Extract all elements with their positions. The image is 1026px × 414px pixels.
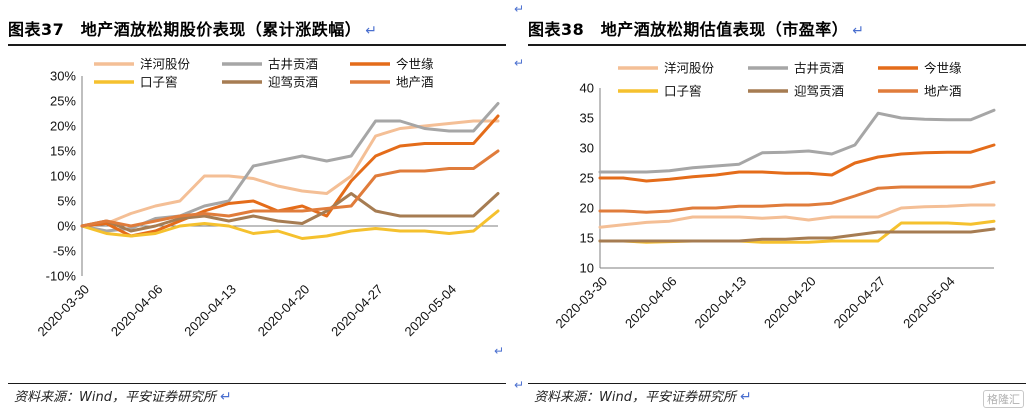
right-series-line-4 [598,227,996,243]
left-series-line-3 [80,209,500,240]
left-legend-label: 口子窖 [140,75,178,90]
return-icon: ↵ [219,389,232,405]
left-figure-panel: 图表37 地产酒放松期股价表现（累计涨跌幅） ↵ -10% -5% 0% 5% 10% 15… [0,0,506,414]
return-icon: ↵ [739,389,752,405]
left-x-tick-label: 2020-04-06 [108,282,166,340]
right-title-bar: 图表38 地产酒放松期估值表现（市盈率） ↵ [528,14,1026,46]
right-chart-title: 图表38 地产酒放松期估值表现（市盈率） [528,20,849,39]
right-legend-label: 迎驾贡酒 [794,84,844,99]
right-figure-panel: ↵ 图表38 地产酒放松期估值表现（市盈率） ↵ ↵ 10 15 20 25 30 35 40… [514,0,1026,414]
left-x-tick-label: 2020-03-30 [34,282,92,340]
watermark-logo: 格隆汇 [983,390,1024,408]
return-icon: ↵ [514,378,525,392]
left-y-tick-label: 5% [57,194,76,209]
return-icon: ↵ [852,23,865,39]
left-footer-divider [8,383,506,384]
right-series-line-2 [598,143,996,183]
left-x-tick-label: 2020-04-27 [328,282,386,340]
right-legend-label: 地产酒 [924,84,962,99]
return-icon: ↵ [514,2,525,16]
left-legend-label: 迎驾贡酒 [268,75,318,90]
right-y-tick-label: 25 [580,171,594,186]
left-y-tick-label: 0% [57,219,76,234]
left-legend-label: 地产酒 [396,75,434,90]
right-legend-label: 古井贡酒 [794,61,844,76]
right-series-line-1 [598,108,996,174]
right-x-tick-label: 2020-05-04 [900,274,958,332]
right-legend-label: 洋河股份 [664,61,715,76]
right-y-tick-label: 15 [580,231,594,246]
left-series-line-4 [80,192,500,233]
right-source-note: 资料来源：Wind，平安证券研究所 [534,390,736,405]
left-legend-label: 古井贡酒 [268,57,318,72]
left-x-tick-label: 2020-05-04 [402,282,460,340]
right-x-tick-label: 2020-04-13 [692,274,750,332]
right-legend-label: 口子窖 [664,84,702,99]
left-x-tick-label: 2020-04-20 [255,282,313,340]
right-y-tick-label: 35 [580,111,594,126]
return-icon: ↵ [514,56,525,70]
right-series-line-5 [598,180,996,214]
left-y-tick-label: 30% [50,69,76,84]
left-y-tick-label: 25% [50,94,76,109]
left-chart-title: 图表37 地产酒放松期股价表现（累计涨跌幅） [8,20,362,39]
left-source-note: 资料来源：Wind，平安证券研究所 [14,390,216,405]
right-y-tick-label: 10 [580,261,594,276]
left-x-tick-label: 2020-04-13 [181,282,239,340]
return-icon: ↵ [494,344,505,358]
left-title-bar: 图表37 地产酒放松期股价表现（累计涨跌幅） ↵ [8,14,506,46]
left-y-tick-label: -5% [53,244,77,259]
left-legend-label: 今世缘 [396,57,434,72]
left-y-tick-label: 10% [50,169,76,184]
left-y-tick-label: 20% [50,119,76,134]
left-series-line-2 [80,114,500,238]
left-y-tick-label: 15% [50,144,76,159]
return-icon: ↵ [365,23,378,39]
right-footer-divider [528,383,1026,384]
left-series-line-0 [80,119,500,228]
right-x-tick-label: 2020-04-06 [622,274,680,332]
left-line-chart: -10% -5% 0% 5% 10% 15% 20% 25% 30% 2020-03-30 2020… [34,57,500,340]
right-y-tick-label: 20 [580,201,594,216]
left-series-line-1 [80,102,500,233]
left-legend-label: 洋河股份 [140,57,191,72]
right-legend-label: 今世缘 [924,61,962,76]
right-series-line-0 [598,203,996,229]
right-x-tick-label: 2020-04-27 [831,274,889,332]
right-y-tick-label: 40 [580,81,594,96]
left-series-line-5 [80,149,500,228]
right-x-tick-label: 2020-03-30 [552,274,610,332]
right-x-tick-label: 2020-04-20 [761,274,819,332]
left-y-tick-label: -10% [46,269,77,284]
right-y-tick-label: 30 [580,141,594,156]
